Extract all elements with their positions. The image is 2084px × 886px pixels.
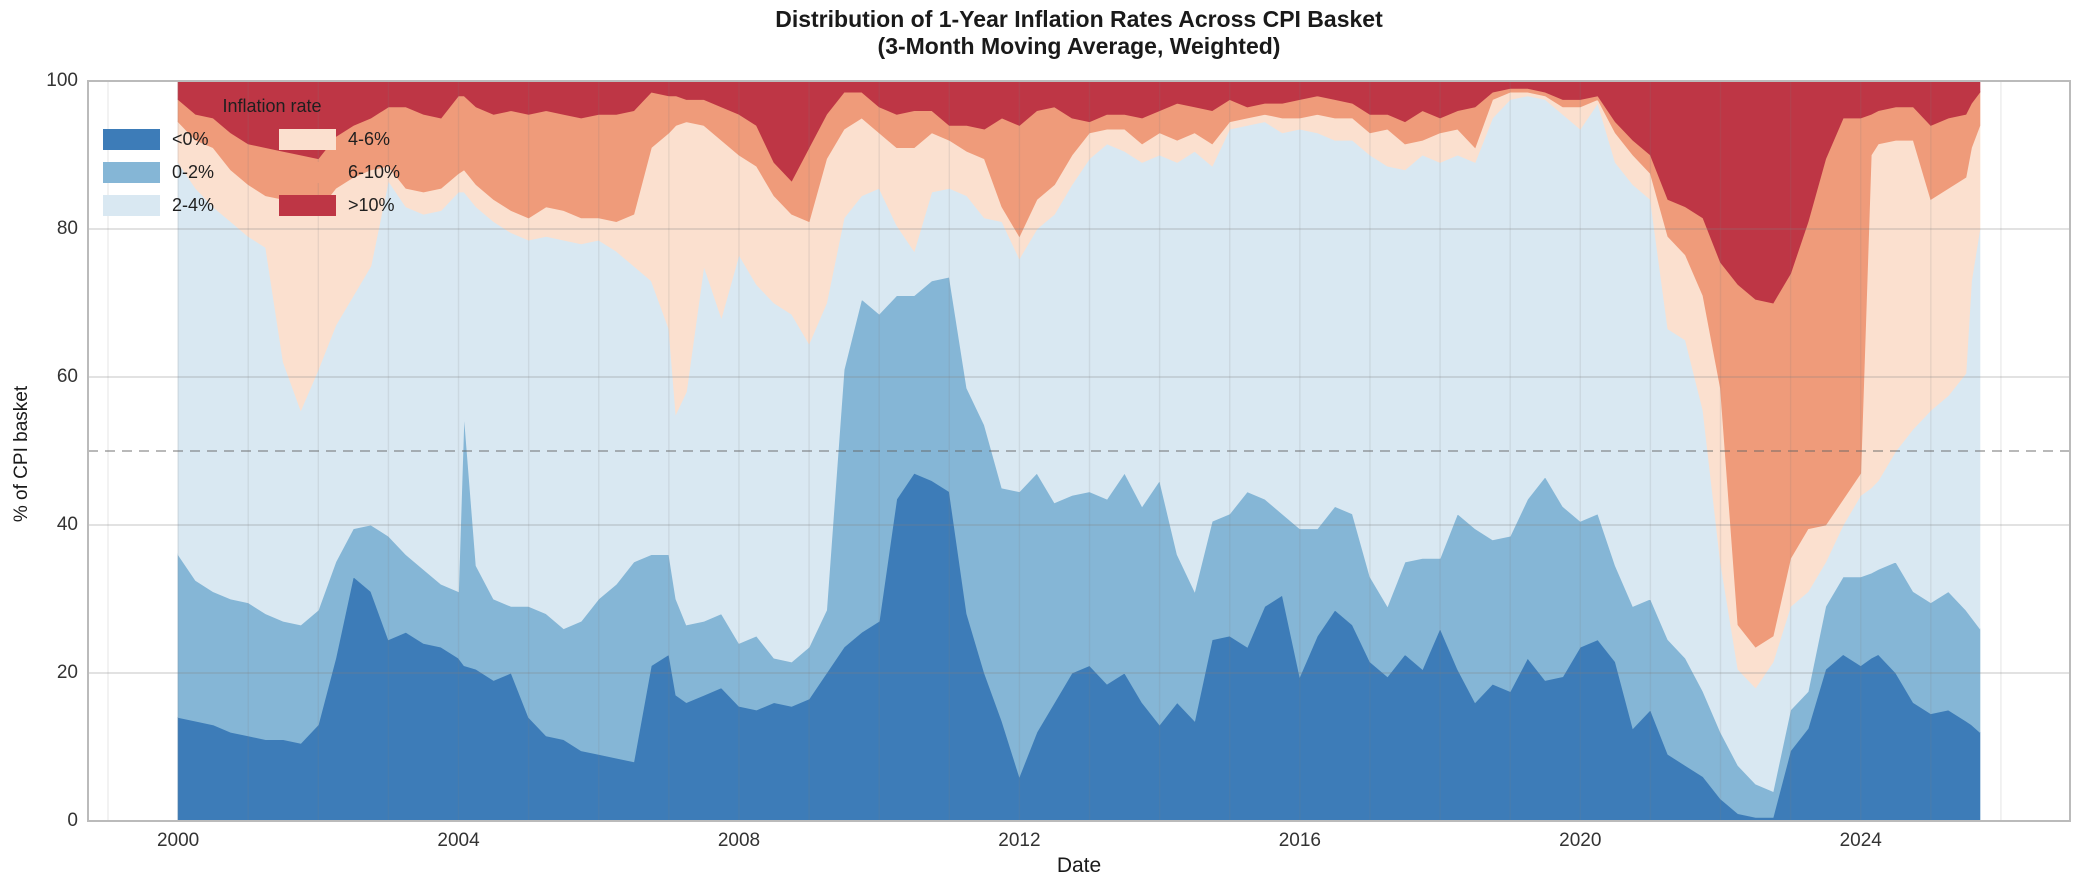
- legend-item: >10%: [274, 189, 446, 222]
- y-axis-tick-label: 80: [56, 218, 78, 239]
- chart-title-block: Distribution of 1-Year Inflation Rates A…: [88, 6, 2070, 60]
- legend-item: 0-2%: [98, 156, 270, 189]
- legend-title: Inflation rate: [222, 96, 322, 116]
- plot-border: [87, 80, 2071, 822]
- legend-label: >10%: [348, 195, 395, 215]
- y-axis-tick-label: 100: [46, 70, 78, 91]
- x-axis-tick-label: 2020: [1559, 830, 1602, 851]
- x-axis-tick-label: 2012: [998, 830, 1041, 851]
- legend-swatch-icon: [103, 129, 160, 150]
- chart-subtitle: (3-Month Moving Average, Weighted): [877, 33, 1281, 59]
- y-axis-tick-label: 0: [67, 810, 78, 831]
- legend-label: 6-10%: [348, 162, 401, 182]
- x-axis-tick-label: 2008: [717, 830, 761, 851]
- chart-title: Distribution of 1-Year Inflation Rates A…: [775, 6, 1383, 32]
- y-axis-tick-label: 40: [56, 514, 78, 535]
- legend-item: 6-10%: [274, 156, 446, 189]
- x-axis-tick-label: 2016: [1278, 830, 1321, 851]
- legend-swatch-icon: [279, 129, 336, 150]
- legend-swatch-icon: [279, 162, 336, 183]
- legend-swatch-icon: [103, 195, 160, 216]
- x-axis-label: Date: [1056, 854, 1102, 877]
- y-axis-tick-label: 20: [56, 662, 78, 683]
- legend-swatch-icon: [103, 162, 160, 183]
- x-axis-tick-label: 2000: [156, 830, 200, 851]
- legend-item: 4-6%: [274, 123, 446, 156]
- legend-item: 2-4%: [98, 189, 270, 222]
- legend-swatch-icon: [279, 195, 336, 216]
- x-axis-tick-label: 2004: [437, 830, 480, 851]
- legend-item: <0%: [98, 123, 270, 156]
- legend: Inflation rate <0% 0-2% 2-4% 4-6% 6-10% >10%: [98, 94, 446, 226]
- legend-label: 4-6%: [348, 129, 391, 149]
- legend-label: <0%: [172, 129, 209, 149]
- x-axis-tick-label: 2024: [1839, 830, 1882, 851]
- y-axis-tick-label: 60: [56, 366, 78, 387]
- y-axis-label: % of CPI basket: [11, 385, 32, 523]
- legend-grid: <0% 0-2% 2-4% 4-6% 6-10% >10%: [98, 123, 446, 222]
- legend-label: 0-2%: [172, 162, 215, 182]
- legend-label: 2-4%: [172, 195, 215, 215]
